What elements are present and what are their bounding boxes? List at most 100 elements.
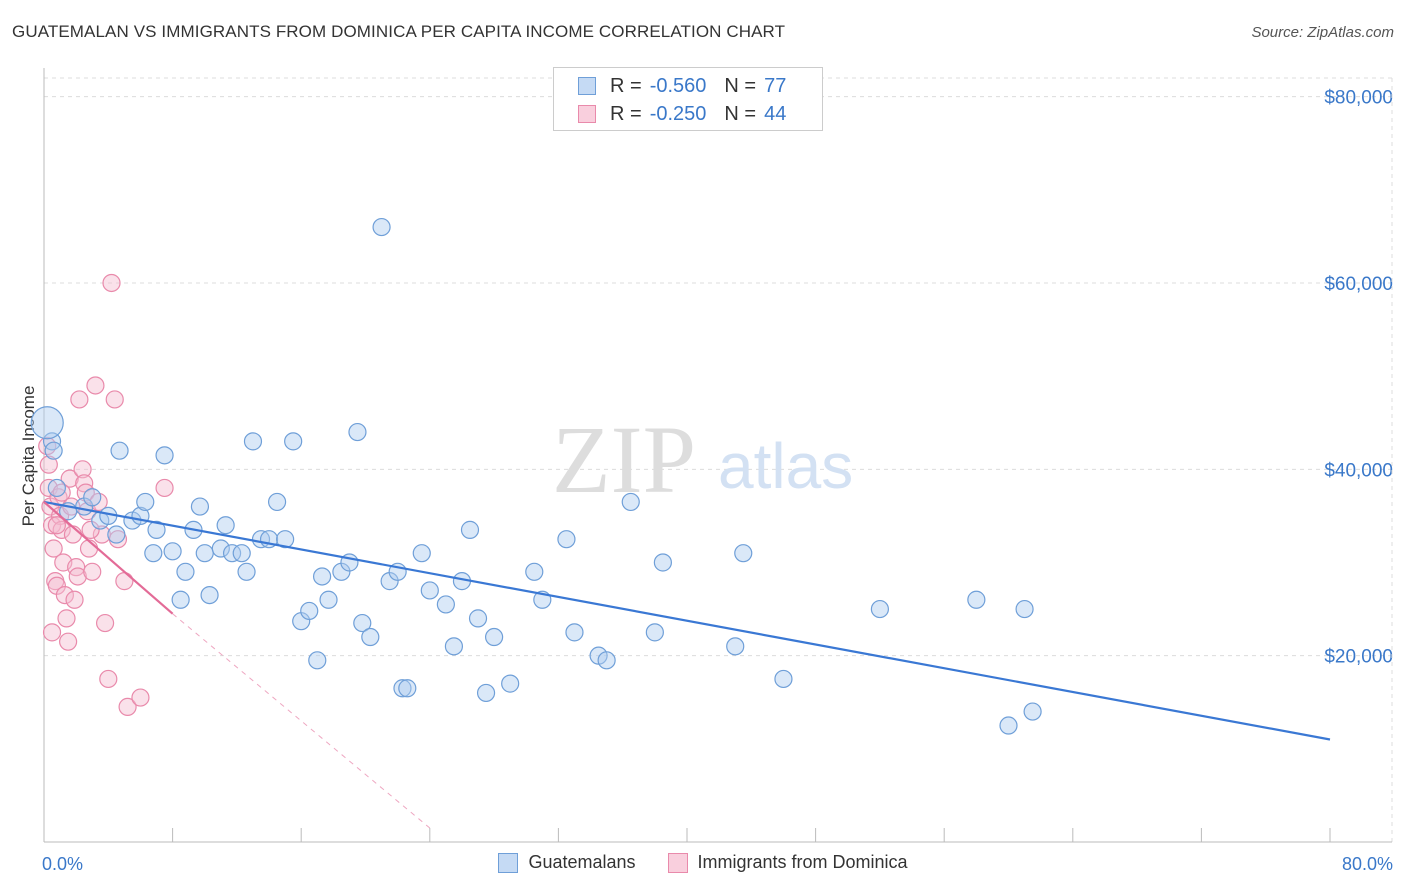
x-tick-label-min: 0.0% xyxy=(42,854,83,874)
point-dominica xyxy=(55,585,74,605)
point-guatemalan xyxy=(308,651,327,670)
point-guatemalan xyxy=(621,492,640,512)
y-tick-label: $20,000 xyxy=(1324,647,1393,668)
point-guatemalan xyxy=(565,623,584,642)
point-guatemalan xyxy=(144,544,163,563)
point-guatemalan xyxy=(348,422,367,442)
legend-swatch-blue xyxy=(498,852,519,873)
point-dominica xyxy=(131,688,150,707)
point-dominica xyxy=(57,609,76,628)
trend-line-dominica-extension xyxy=(172,613,431,829)
point-guatemalan xyxy=(163,542,182,561)
legend-r-label: R = xyxy=(610,102,642,125)
point-guatemalan xyxy=(412,544,431,563)
stats-legend: R = -0.560 N = 77 R = -0.250 N = 44 xyxy=(553,67,823,131)
point-guatemalan xyxy=(83,488,102,507)
point-dominica xyxy=(86,376,105,395)
point-guatemalan xyxy=(147,520,166,539)
point-guatemalan xyxy=(110,441,129,460)
point-guatemalan xyxy=(232,544,251,563)
point-guatemalan xyxy=(525,562,544,581)
point-guatemalan xyxy=(501,674,520,693)
point-guatemalan xyxy=(276,530,295,549)
point-guatemalan xyxy=(195,544,214,563)
legend-row-guatemalans: R = -0.560 N = 77 xyxy=(578,74,786,98)
legend-swatch-pink xyxy=(578,105,596,123)
point-dominica xyxy=(102,273,121,293)
point-dominica xyxy=(79,539,99,558)
point-guatemalan xyxy=(420,581,439,600)
legend-n-label: N = xyxy=(724,102,757,125)
point-dominica xyxy=(63,525,83,544)
point-guatemalan xyxy=(136,492,155,512)
point-guatemalan xyxy=(190,497,210,516)
point-dominica xyxy=(60,469,79,488)
point-dominica xyxy=(44,539,63,558)
point-guatemalan xyxy=(353,613,372,633)
point-guatemalan xyxy=(361,627,380,647)
y-tick-label: $60,000 xyxy=(1324,274,1393,295)
point-guatemalan xyxy=(460,520,480,539)
point-guatemalan xyxy=(216,516,235,535)
point-dominica xyxy=(95,613,115,633)
point-guatemalan xyxy=(393,679,412,698)
point-dominica xyxy=(81,520,100,539)
point-guatemalan xyxy=(557,530,576,549)
point-dominica xyxy=(39,455,58,474)
point-guatemalan xyxy=(436,595,455,614)
point-guatemalan xyxy=(171,590,190,609)
point-guatemalan xyxy=(967,590,986,609)
point-guatemalan xyxy=(284,432,303,451)
legend-r-label: R = xyxy=(610,74,642,97)
point-dominica xyxy=(47,516,66,535)
point-guatemalan xyxy=(107,525,126,544)
legend-item-dominica[interactable]: Immigrants from Dominica xyxy=(667,852,908,873)
point-guatemalan xyxy=(300,601,319,621)
legend-r-value-2: -0.250 xyxy=(649,102,707,125)
point-guatemalan xyxy=(597,651,616,670)
point-dominica xyxy=(105,390,124,409)
point-guatemalan xyxy=(211,539,230,558)
point-guatemalan xyxy=(176,562,195,581)
legend-row-dominica: R = -0.250 N = 44 xyxy=(578,102,786,126)
point-guatemalan xyxy=(267,492,287,512)
point-dominica xyxy=(155,478,174,498)
legend-label-guatemalans: Guatemalans xyxy=(528,852,636,872)
point-guatemalan xyxy=(999,716,1018,735)
point-guatemalan xyxy=(653,553,672,572)
legend-item-guatemalans[interactable]: Guatemalans xyxy=(498,852,636,873)
point-guatemalan xyxy=(243,432,263,451)
point-dominica xyxy=(42,623,62,642)
watermark-zip: ZIP xyxy=(552,406,696,513)
point-dominica xyxy=(115,572,134,591)
point-guatemalan xyxy=(222,544,242,563)
chart-title: GUATEMALAN VS IMMIGRANTS FROM DOMINICA P… xyxy=(12,22,786,41)
point-guatemalan xyxy=(485,627,504,647)
point-dominica xyxy=(68,567,87,586)
source-label: Source: ZipAtlas.com xyxy=(1251,24,1394,41)
point-guatemalan xyxy=(726,637,745,656)
point-dominica xyxy=(65,590,84,609)
point-dominica xyxy=(83,562,102,581)
point-guatemalan xyxy=(155,446,174,465)
point-guatemalan xyxy=(444,637,464,656)
point-guatemalan xyxy=(42,432,62,451)
trend-line-guatemalans xyxy=(43,500,1331,741)
point-guatemalan xyxy=(44,441,63,460)
point-guatemalan xyxy=(468,609,488,628)
trend-line-dominica xyxy=(43,501,174,615)
point-dominica xyxy=(73,460,92,479)
point-guatemalan xyxy=(372,217,391,237)
y-tick-label: $40,000 xyxy=(1324,460,1393,481)
legend-swatch-blue xyxy=(578,77,596,95)
y-tick-label: $80,000 xyxy=(1324,88,1393,109)
point-guatemalan xyxy=(398,679,417,698)
point-dominica xyxy=(75,474,94,493)
point-guatemalan xyxy=(734,544,753,563)
point-guatemalan xyxy=(237,562,256,581)
point-dominica xyxy=(118,697,137,717)
point-guatemalan xyxy=(200,585,219,605)
x-tick-label-max: 80.0% xyxy=(1342,854,1393,874)
legend-n-label: N = xyxy=(724,74,757,97)
point-guatemalan xyxy=(774,669,793,689)
